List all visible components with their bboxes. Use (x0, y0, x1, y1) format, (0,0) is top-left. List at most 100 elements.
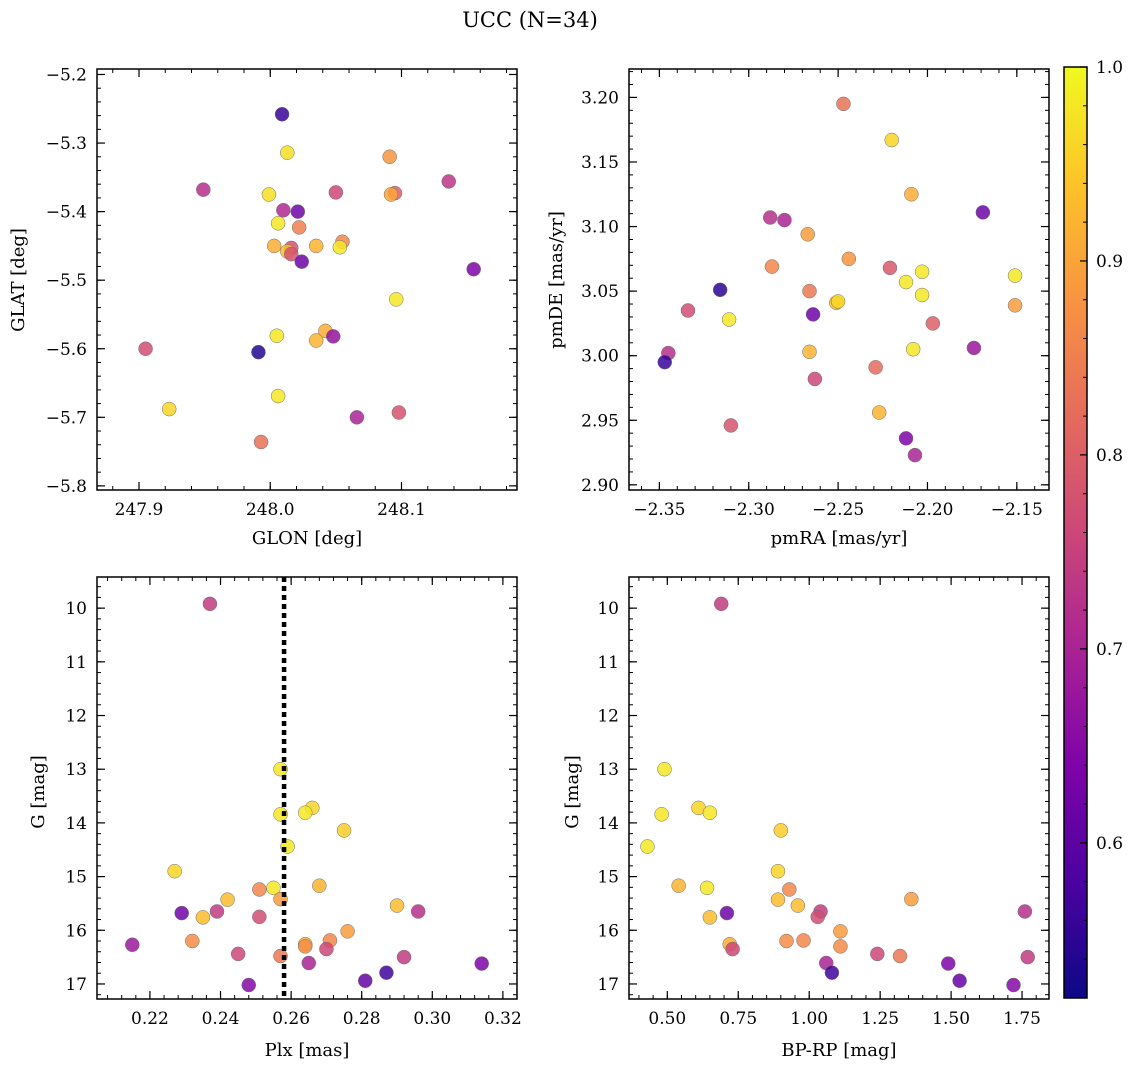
data-point (770, 892, 786, 907)
y-axis-label: GLAT [deg] (8, 228, 29, 332)
data-point (1007, 268, 1023, 283)
x-tick-label: 248.1 (377, 500, 426, 520)
color-magnitude-panel: BP-RP [mag] G [mag] 0.50 0.75 1.00 1.25 1.50… (562, 576, 1050, 1061)
data-point (824, 965, 840, 980)
x-tick-label: 0.28 (343, 1009, 381, 1029)
data-point (810, 909, 825, 925)
data-point (340, 924, 355, 939)
data-point (790, 898, 806, 913)
data-point (870, 946, 885, 962)
data-point (280, 145, 295, 160)
data-point (241, 977, 257, 993)
data-point (680, 303, 696, 318)
data-point (410, 904, 426, 919)
data-point (904, 891, 919, 907)
data-point (796, 933, 811, 948)
data-point (308, 238, 324, 254)
y-tick-label: 16 (65, 921, 87, 941)
data-point (764, 259, 780, 274)
data-point (125, 937, 140, 953)
data-point (904, 187, 919, 202)
y-axis-label: G [mag] (28, 755, 49, 828)
data-point (291, 220, 307, 235)
y-tick-label: 13 (597, 760, 619, 780)
data-point (713, 596, 729, 612)
data-point (725, 941, 740, 957)
axes-frame (96, 68, 518, 491)
x-tick-label: 0.22 (131, 1009, 169, 1029)
x-tick-label: 247.9 (115, 500, 164, 520)
x-tick-label: 248.0 (246, 500, 295, 520)
figure-title: UCC (N=34) (462, 8, 598, 32)
data-point (892, 948, 908, 964)
data-point (138, 341, 153, 357)
x-axis-label: Plx [mas] (265, 1040, 350, 1061)
data-point (702, 910, 718, 925)
data-point (905, 341, 921, 357)
data-point (833, 939, 848, 954)
data-point (266, 238, 282, 254)
data-point (266, 880, 281, 896)
y-tick-label: 17 (65, 975, 87, 995)
data-point (702, 805, 718, 820)
x-tick-label: 0.30 (413, 1009, 451, 1029)
data-point (807, 371, 823, 387)
data-point (196, 182, 211, 197)
x-tick-label: −2.30 (723, 500, 775, 520)
y-tick-label: 2.95 (581, 411, 619, 431)
data-point (1006, 977, 1021, 993)
data-point (833, 924, 848, 939)
y-tick-label: −5.4 (46, 203, 87, 223)
data-point (195, 910, 211, 925)
y-tick-label: 3.10 (581, 218, 619, 238)
data-point (230, 946, 246, 962)
x-tick-label: 1.75 (1003, 1009, 1041, 1029)
data-point (721, 312, 737, 327)
data-point (657, 354, 672, 370)
data-point (252, 909, 267, 925)
data-point (941, 956, 956, 971)
y-tick-label: −5.8 (46, 477, 87, 497)
colorbar-tick-label: 0.8 (1096, 446, 1123, 466)
data-point (898, 274, 914, 290)
data-point (273, 807, 288, 822)
data-point (640, 839, 655, 854)
y-tick-label: 17 (597, 975, 619, 995)
data-point (326, 329, 341, 344)
x-axis-label: GLON [deg] (252, 528, 362, 549)
data-point (782, 882, 797, 897)
data-point (174, 905, 189, 921)
data-point (336, 823, 352, 838)
y-tick-label: 14 (65, 814, 87, 834)
data-point (762, 210, 778, 225)
data-point (779, 933, 794, 949)
data-point (301, 955, 317, 971)
x-tick-label: 0.24 (202, 1009, 240, 1029)
data-point (332, 240, 348, 255)
data-point (712, 282, 728, 298)
y-tick-label: −5.3 (46, 134, 87, 154)
data-point (294, 254, 309, 269)
x-tick-label: −2.35 (633, 500, 685, 520)
data-point (297, 939, 313, 954)
data-point (274, 107, 290, 122)
data-point (270, 216, 286, 231)
x-tick-label: −2.25 (812, 500, 864, 520)
y-tick-label: 12 (65, 707, 87, 727)
y-tick-label: −5.6 (46, 340, 87, 360)
data-point (389, 292, 404, 307)
data-point (907, 447, 923, 463)
data-point (777, 212, 792, 228)
y-tick-label: 15 (597, 868, 619, 888)
y-tick-label: 3.05 (581, 282, 619, 302)
y-tick-label: 11 (65, 653, 87, 673)
data-point (297, 805, 313, 820)
data-point (389, 898, 405, 913)
data-point (269, 328, 285, 343)
data-point (699, 880, 715, 896)
colorbar: 0.6 0.7 0.8 0.9 1.0 (1063, 58, 1123, 999)
y-tick-label: 3.20 (581, 88, 619, 108)
data-point (252, 882, 267, 897)
data-point (830, 294, 846, 309)
